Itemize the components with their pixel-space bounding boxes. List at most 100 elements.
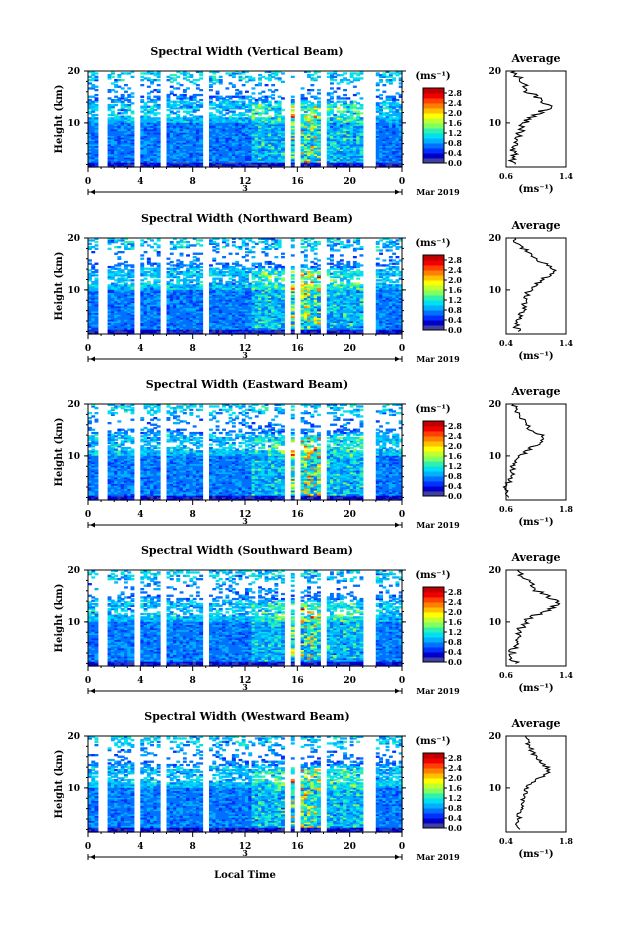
heatmap-cell (107, 157, 112, 160)
heatmap-cell (110, 157, 115, 160)
heatmap-cell (173, 100, 177, 103)
heatmap-cell (114, 155, 119, 158)
heatmap-cell (300, 93, 305, 97)
heatmap-cell (146, 95, 151, 98)
heatmap-cell (140, 157, 145, 160)
heatmap-cell (114, 142, 119, 145)
heatmap-cell (153, 162, 158, 165)
heatmap-cell (91, 127, 96, 130)
heatmap-cell (166, 160, 171, 163)
heatmap-cell (124, 110, 128, 113)
heatmap-cell (127, 105, 132, 108)
heatmap-cell (94, 72, 99, 75)
heatmap-cell (94, 130, 99, 133)
heatmap-cell (140, 160, 145, 163)
heatmap-cell (117, 148, 122, 151)
heatmap-cell (169, 162, 174, 165)
heatmap-cell (127, 123, 132, 127)
heatmap-cell (88, 103, 92, 107)
heatmap-cell (146, 85, 151, 88)
heatmap-cell (199, 77, 204, 80)
heatmap-cell (179, 153, 184, 156)
heatmap-cell (88, 135, 92, 138)
heatmap-cell (261, 90, 266, 93)
heatmap-cell (130, 132, 135, 135)
heatmap-cell (166, 137, 171, 140)
heatmap-cell (179, 157, 184, 160)
heatmap-cell (156, 147, 161, 150)
heatmap-cell (140, 153, 145, 156)
heatmap-cell (258, 82, 262, 85)
heatmap-cell (156, 107, 161, 110)
heatmap-cell (94, 135, 99, 138)
heatmap-cell (117, 246, 122, 249)
heatmap-cell (107, 127, 112, 130)
heatmap-cell (143, 157, 148, 160)
heatmap-cell (143, 105, 148, 108)
heatmap-cell (156, 132, 161, 135)
heatmap-cell (375, 89, 380, 92)
heatmap-cell (114, 160, 119, 163)
heatmap-cell (107, 128, 112, 132)
heatmap-cell (156, 105, 161, 108)
heatmap-cell (156, 127, 161, 130)
heatmap-cell (176, 275, 181, 279)
heatmap-cell (127, 95, 132, 98)
heatmap-cell (120, 150, 125, 153)
heatmap-cell (88, 79, 92, 82)
heatmap-cell (146, 92, 151, 95)
heatmap-cell (120, 133, 125, 137)
heatmap-cell (91, 77, 96, 80)
heatmap-cell (117, 150, 122, 153)
heatmap-cell (173, 112, 177, 115)
heatmap-cell (88, 122, 92, 125)
heatmap-cell (88, 152, 92, 155)
heatmap-cell (88, 127, 92, 130)
heatmap-cell (176, 158, 181, 161)
heatmap-cell (94, 125, 99, 128)
heatmap-cell (88, 259, 92, 262)
heatmap-cell (179, 260, 184, 264)
heatmap-cell (166, 125, 171, 128)
heatmap-cell (271, 93, 276, 97)
heatmap-cell (173, 137, 177, 140)
heatmap-cell (114, 148, 119, 151)
heatmap-cell (140, 117, 145, 120)
heatmap-cell (153, 130, 158, 133)
heatmap-cell (124, 143, 128, 147)
colorbar-swatch (423, 138, 444, 144)
average-line (507, 70, 553, 165)
heatmap-cell (166, 140, 171, 143)
heatmap-cell (140, 137, 145, 140)
heatmap-cell (88, 118, 92, 122)
heatmap-cell (107, 107, 112, 110)
heatmap-cell (146, 110, 151, 113)
heatmap-cell (120, 95, 125, 98)
heatmap-cell (107, 247, 112, 250)
heatmap-cell (143, 107, 148, 110)
heatmap-cell (150, 122, 154, 125)
heatmap-cell (120, 163, 125, 166)
heatmap-cell (117, 118, 122, 122)
heatmap-cell (91, 138, 96, 142)
heatmap-cell (146, 160, 151, 163)
heatmap-cell (127, 98, 132, 102)
heatmap-cell (117, 128, 122, 132)
heatmap-cell (176, 160, 181, 163)
heatmap-cell (117, 163, 122, 166)
heatmap-cell (88, 155, 92, 158)
colorbar-swatch (423, 108, 444, 114)
heatmap-cell (107, 90, 112, 93)
heatmap-cell (173, 125, 177, 128)
heatmap-cell (127, 93, 132, 97)
heatmap-cell (124, 138, 128, 142)
heatmap-cell (110, 152, 115, 155)
heatmap-cell (94, 120, 99, 123)
heatmap-cell (143, 135, 148, 138)
heatmap-cell (114, 150, 119, 153)
heatmap-cell (110, 128, 115, 132)
heatmap-cell (88, 242, 92, 245)
heatmap-cell (94, 127, 99, 130)
heatmap-cell (392, 95, 397, 98)
heatmap-cell (130, 123, 135, 127)
